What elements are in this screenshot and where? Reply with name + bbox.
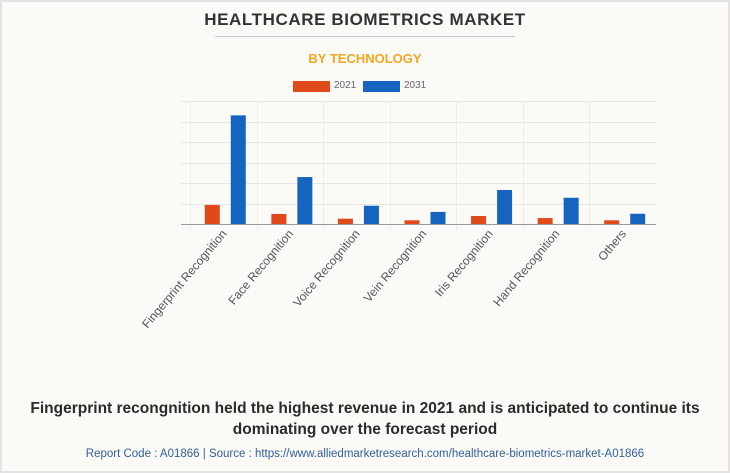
bar-2021: [537, 218, 553, 224]
x-tick-label: Voice Recognition: [290, 227, 362, 310]
legend-swatch-2031: [363, 81, 400, 92]
legend-swatch-2021: [293, 81, 330, 92]
bar-2031: [363, 205, 379, 224]
title-divider: [215, 36, 515, 37]
x-tick-label: Others: [595, 227, 629, 264]
bar-2021: [404, 220, 420, 224]
legend-label-2021: 2021: [334, 80, 357, 91]
legend: 2021 2031: [0, 79, 730, 93]
bar-2031: [297, 177, 313, 224]
bar-2021: [337, 218, 353, 224]
x-tick-label: Hand Recognition: [490, 227, 562, 309]
chart-title: HEALTHCARE BIOMETRICS MARKET: [204, 10, 526, 29]
chart-caption: Fingerprint recongnition held the highes…: [30, 400, 700, 438]
bar-2021: [604, 220, 620, 224]
x-tick-label: Vein Recognition: [361, 227, 430, 305]
bar-2031: [230, 115, 246, 224]
bar-2021: [204, 204, 220, 224]
bar-2031: [497, 189, 513, 224]
x-tick-label: Iris Recognition: [432, 227, 496, 299]
bar-2031: [630, 213, 646, 224]
source-line: Report Code : A01866 | Source : https://…: [85, 448, 645, 460]
bar-2021: [271, 213, 287, 224]
x-tick-label: Face Recognition: [225, 227, 296, 308]
bar-2031: [430, 211, 446, 224]
bar-2031: [563, 197, 579, 224]
bar-2021: [471, 216, 487, 224]
chart-subtitle: BY TECHNOLOGY: [308, 51, 422, 66]
legend-label-2031: 2031: [404, 80, 427, 91]
x-tick-label: Fingerprint Recognition: [139, 227, 229, 331]
